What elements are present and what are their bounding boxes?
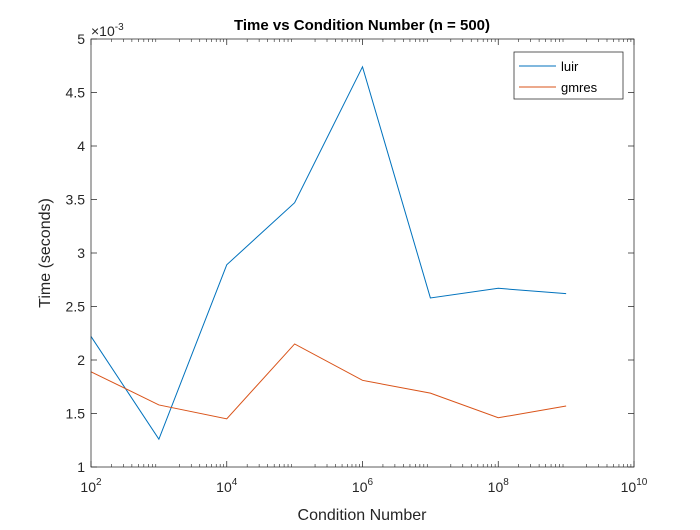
x-tick-label: 106 — [352, 477, 374, 495]
x-tick-label: 102 — [80, 477, 102, 495]
x-tick-label-exponent: 8 — [503, 477, 509, 488]
legend: luir gmres — [513, 51, 624, 100]
y-tick-label: 1.5 — [66, 406, 86, 422]
y-tick-label: 2 — [77, 352, 85, 368]
x-tick-label-base: 10 — [352, 479, 368, 495]
plot-area — [91, 39, 634, 467]
series-line-gmres — [90, 343, 567, 420]
y-multiplier-exponent: -3 — [115, 22, 124, 33]
x-tick-labels: 102 104 106 108 1010 — [80, 477, 647, 495]
y-tick-label: 5 — [77, 31, 85, 47]
y-multiplier-base: ×10 — [91, 23, 115, 39]
legend-label-luir: luir — [561, 59, 579, 74]
x-tick-label-exponent: 10 — [636, 477, 648, 488]
y-tick-label: 2.5 — [66, 299, 86, 315]
x-tick-label-exponent: 2 — [96, 477, 102, 488]
y-tick-label: 4 — [77, 138, 85, 154]
x-tick-label-base: 10 — [488, 479, 504, 495]
legend-label-gmres: gmres — [561, 80, 598, 95]
plot-box — [90, 38, 635, 468]
series-lines — [90, 65, 567, 441]
y-tick-label: 1 — [77, 459, 85, 475]
y-tick-label: 3 — [77, 245, 85, 261]
x-tick-label-exponent: 4 — [232, 477, 238, 488]
minor-ticks — [111, 39, 632, 467]
x-tick-label: 1010 — [621, 477, 648, 495]
series-line-luir — [90, 65, 567, 441]
x-tick-label: 108 — [488, 477, 510, 495]
x-tick-label: 104 — [216, 477, 238, 495]
y-axis-label: Time (seconds) — [37, 198, 54, 308]
x-axis-label: Condition Number — [298, 507, 428, 524]
chart-title: Time vs Condition Number (n = 500) — [234, 17, 490, 34]
x-tick-label-exponent: 6 — [368, 477, 374, 488]
x-tick-label-base: 10 — [216, 479, 232, 495]
y-multiplier: ×10-3 — [91, 22, 124, 39]
y-tick-label: 3.5 — [66, 192, 86, 208]
x-tick-label-base: 10 — [80, 479, 96, 495]
x-tick-label-base: 10 — [621, 479, 637, 495]
legend-box — [513, 51, 624, 100]
y-tick-label: 4.5 — [66, 85, 86, 101]
y-tick-labels: 1 1.5 2 2.5 3 3.5 4 4.5 5 — [66, 31, 86, 475]
